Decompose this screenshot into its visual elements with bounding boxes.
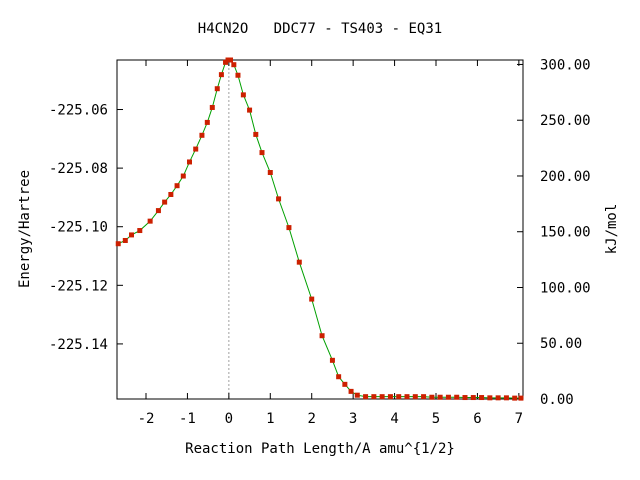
data-point [235, 72, 241, 78]
x-tick-label: 1 [266, 411, 274, 427]
data-point [187, 159, 192, 165]
y-left-tick-label: -225.14 [49, 337, 108, 353]
data-point [336, 374, 342, 380]
data-point [155, 208, 161, 214]
data-point [174, 183, 180, 189]
data-point [228, 57, 234, 63]
data-point [348, 388, 354, 394]
data-point [354, 392, 360, 398]
data-point [147, 218, 153, 224]
data-point [503, 395, 509, 401]
y-right-tick-label: 150.00 [540, 225, 591, 241]
x-tick-label: 4 [390, 411, 398, 427]
x-tick-label: 3 [349, 411, 357, 427]
y-right-tick-label: 250.00 [540, 113, 591, 129]
y-left-tick-label: -225.10 [49, 220, 108, 236]
data-point [470, 395, 476, 401]
data-point [162, 199, 168, 205]
y-right-tick-label: 50.00 [540, 336, 582, 352]
data-point [445, 394, 451, 400]
data-point [518, 395, 524, 401]
x-tick-label: 0 [225, 411, 233, 427]
y-left-tick-label: -225.08 [49, 161, 108, 177]
data-point [253, 131, 259, 137]
y-left-axis-label: Energy/Hartree [17, 170, 33, 288]
y-left-tick-label: -225.12 [49, 278, 108, 294]
data-point [209, 104, 215, 110]
data-point [421, 394, 427, 400]
data-point [371, 394, 377, 400]
data-point [342, 381, 348, 387]
data-point [309, 296, 315, 302]
data-point [462, 395, 468, 401]
data-point [129, 232, 134, 238]
data-point [199, 132, 205, 138]
series-markers [115, 57, 524, 401]
data-point [231, 62, 237, 68]
x-axis-ticks: -2 -1 0 1 2 3 4 5 6 7 [138, 60, 523, 427]
data-point [437, 394, 443, 400]
x-tick-label: 5 [432, 411, 440, 427]
data-point [240, 92, 246, 98]
data-point [429, 394, 435, 400]
plot-frame [116, 59, 524, 400]
data-point [218, 72, 224, 78]
data-point [454, 394, 460, 400]
x-tick-label: -1 [179, 411, 196, 427]
data-point [329, 357, 335, 363]
data-point [495, 395, 501, 401]
data-point [479, 395, 485, 401]
data-point [319, 333, 325, 339]
data-point [487, 395, 493, 401]
data-point [137, 228, 143, 234]
data-point [363, 394, 369, 400]
y-right-axis-ticks: 300.00 250.00 200.00 150.00 100.00 50.00 0.00 [517, 57, 591, 408]
data-point [115, 241, 121, 247]
data-point [404, 394, 410, 400]
data-point [259, 150, 265, 156]
x-tick-label: 2 [307, 411, 315, 427]
series-line [118, 59, 521, 399]
data-point [387, 394, 393, 400]
y-right-tick-label: 0.00 [540, 392, 574, 408]
data-point [267, 170, 273, 176]
y-left-tick-label: -225.06 [49, 103, 108, 119]
data-point [286, 225, 292, 231]
y-right-axis-label: kJ/mol [604, 204, 620, 255]
data-point [122, 237, 128, 243]
data-point [276, 196, 282, 202]
data-point [180, 173, 186, 179]
data-point [204, 119, 210, 125]
data-point [168, 191, 174, 197]
data-point [214, 86, 220, 92]
data-point [247, 107, 253, 113]
chart-title: H4CN2O DDC77 - TS403 - EQ31 [198, 21, 442, 37]
y-right-tick-label: 200.00 [540, 169, 591, 185]
data-point [396, 394, 402, 400]
data-point [296, 259, 302, 265]
y-right-tick-label: 300.00 [540, 57, 591, 73]
y-left-axis-ticks: -225.06 -225.08 -225.10 -225.12 -225.14 [49, 103, 123, 353]
x-axis-label: Reaction Path Length/A amu^{1/2} [185, 441, 455, 457]
x-tick-label: -2 [138, 411, 155, 427]
data-point [412, 394, 418, 400]
y-right-tick-label: 100.00 [540, 280, 591, 296]
data-point [512, 395, 518, 401]
x-tick-label: 6 [473, 411, 481, 427]
x-tick-label: 7 [515, 411, 523, 427]
data-point [193, 146, 199, 152]
data-point [379, 394, 385, 400]
